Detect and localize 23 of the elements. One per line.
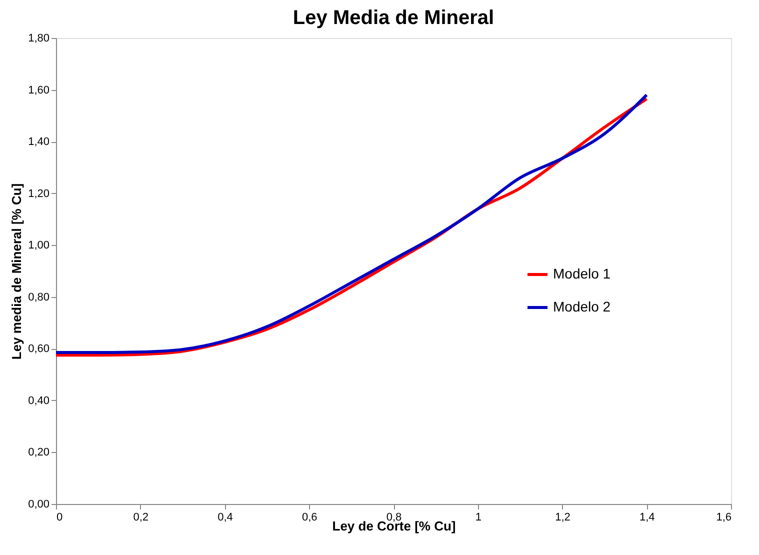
x-tick-label: 1,4 <box>639 512 655 524</box>
x-tick-label: 0,6 <box>302 512 318 524</box>
x-tick-label: 0,8 <box>386 512 402 524</box>
chart-title: Ley Media de Mineral <box>292 7 494 29</box>
legend-label: Modelo 1 <box>553 266 611 282</box>
y-tick-label: 0,00 <box>28 498 50 510</box>
legend-label: Modelo 2 <box>553 298 611 314</box>
y-tick-label: 0,60 <box>28 343 50 356</box>
x-tick-label: 1,2 <box>555 512 570 524</box>
y-tick-label: 1,40 <box>28 136 50 148</box>
y-tick-label: 1,80 <box>28 32 50 44</box>
x-tick-label: 0,4 <box>218 512 233 524</box>
y-tick-label: 0,80 <box>28 291 50 304</box>
y-tick-label: 1,20 <box>28 188 50 200</box>
y-tick-label: 0,20 <box>28 446 50 459</box>
x-tick-label: 1,6 <box>716 512 732 524</box>
x-tick-label: 0 <box>56 512 63 524</box>
y-axis-title: Ley media de Mineral [% Cu] <box>9 183 24 360</box>
y-tick-label: 1,60 <box>28 84 50 96</box>
y-tick-label: 1,00 <box>28 240 50 252</box>
x-tick-label: 0,2 <box>133 512 149 524</box>
x-tick-label: 1 <box>475 512 482 524</box>
y-tick-label: 0,40 <box>28 394 50 407</box>
